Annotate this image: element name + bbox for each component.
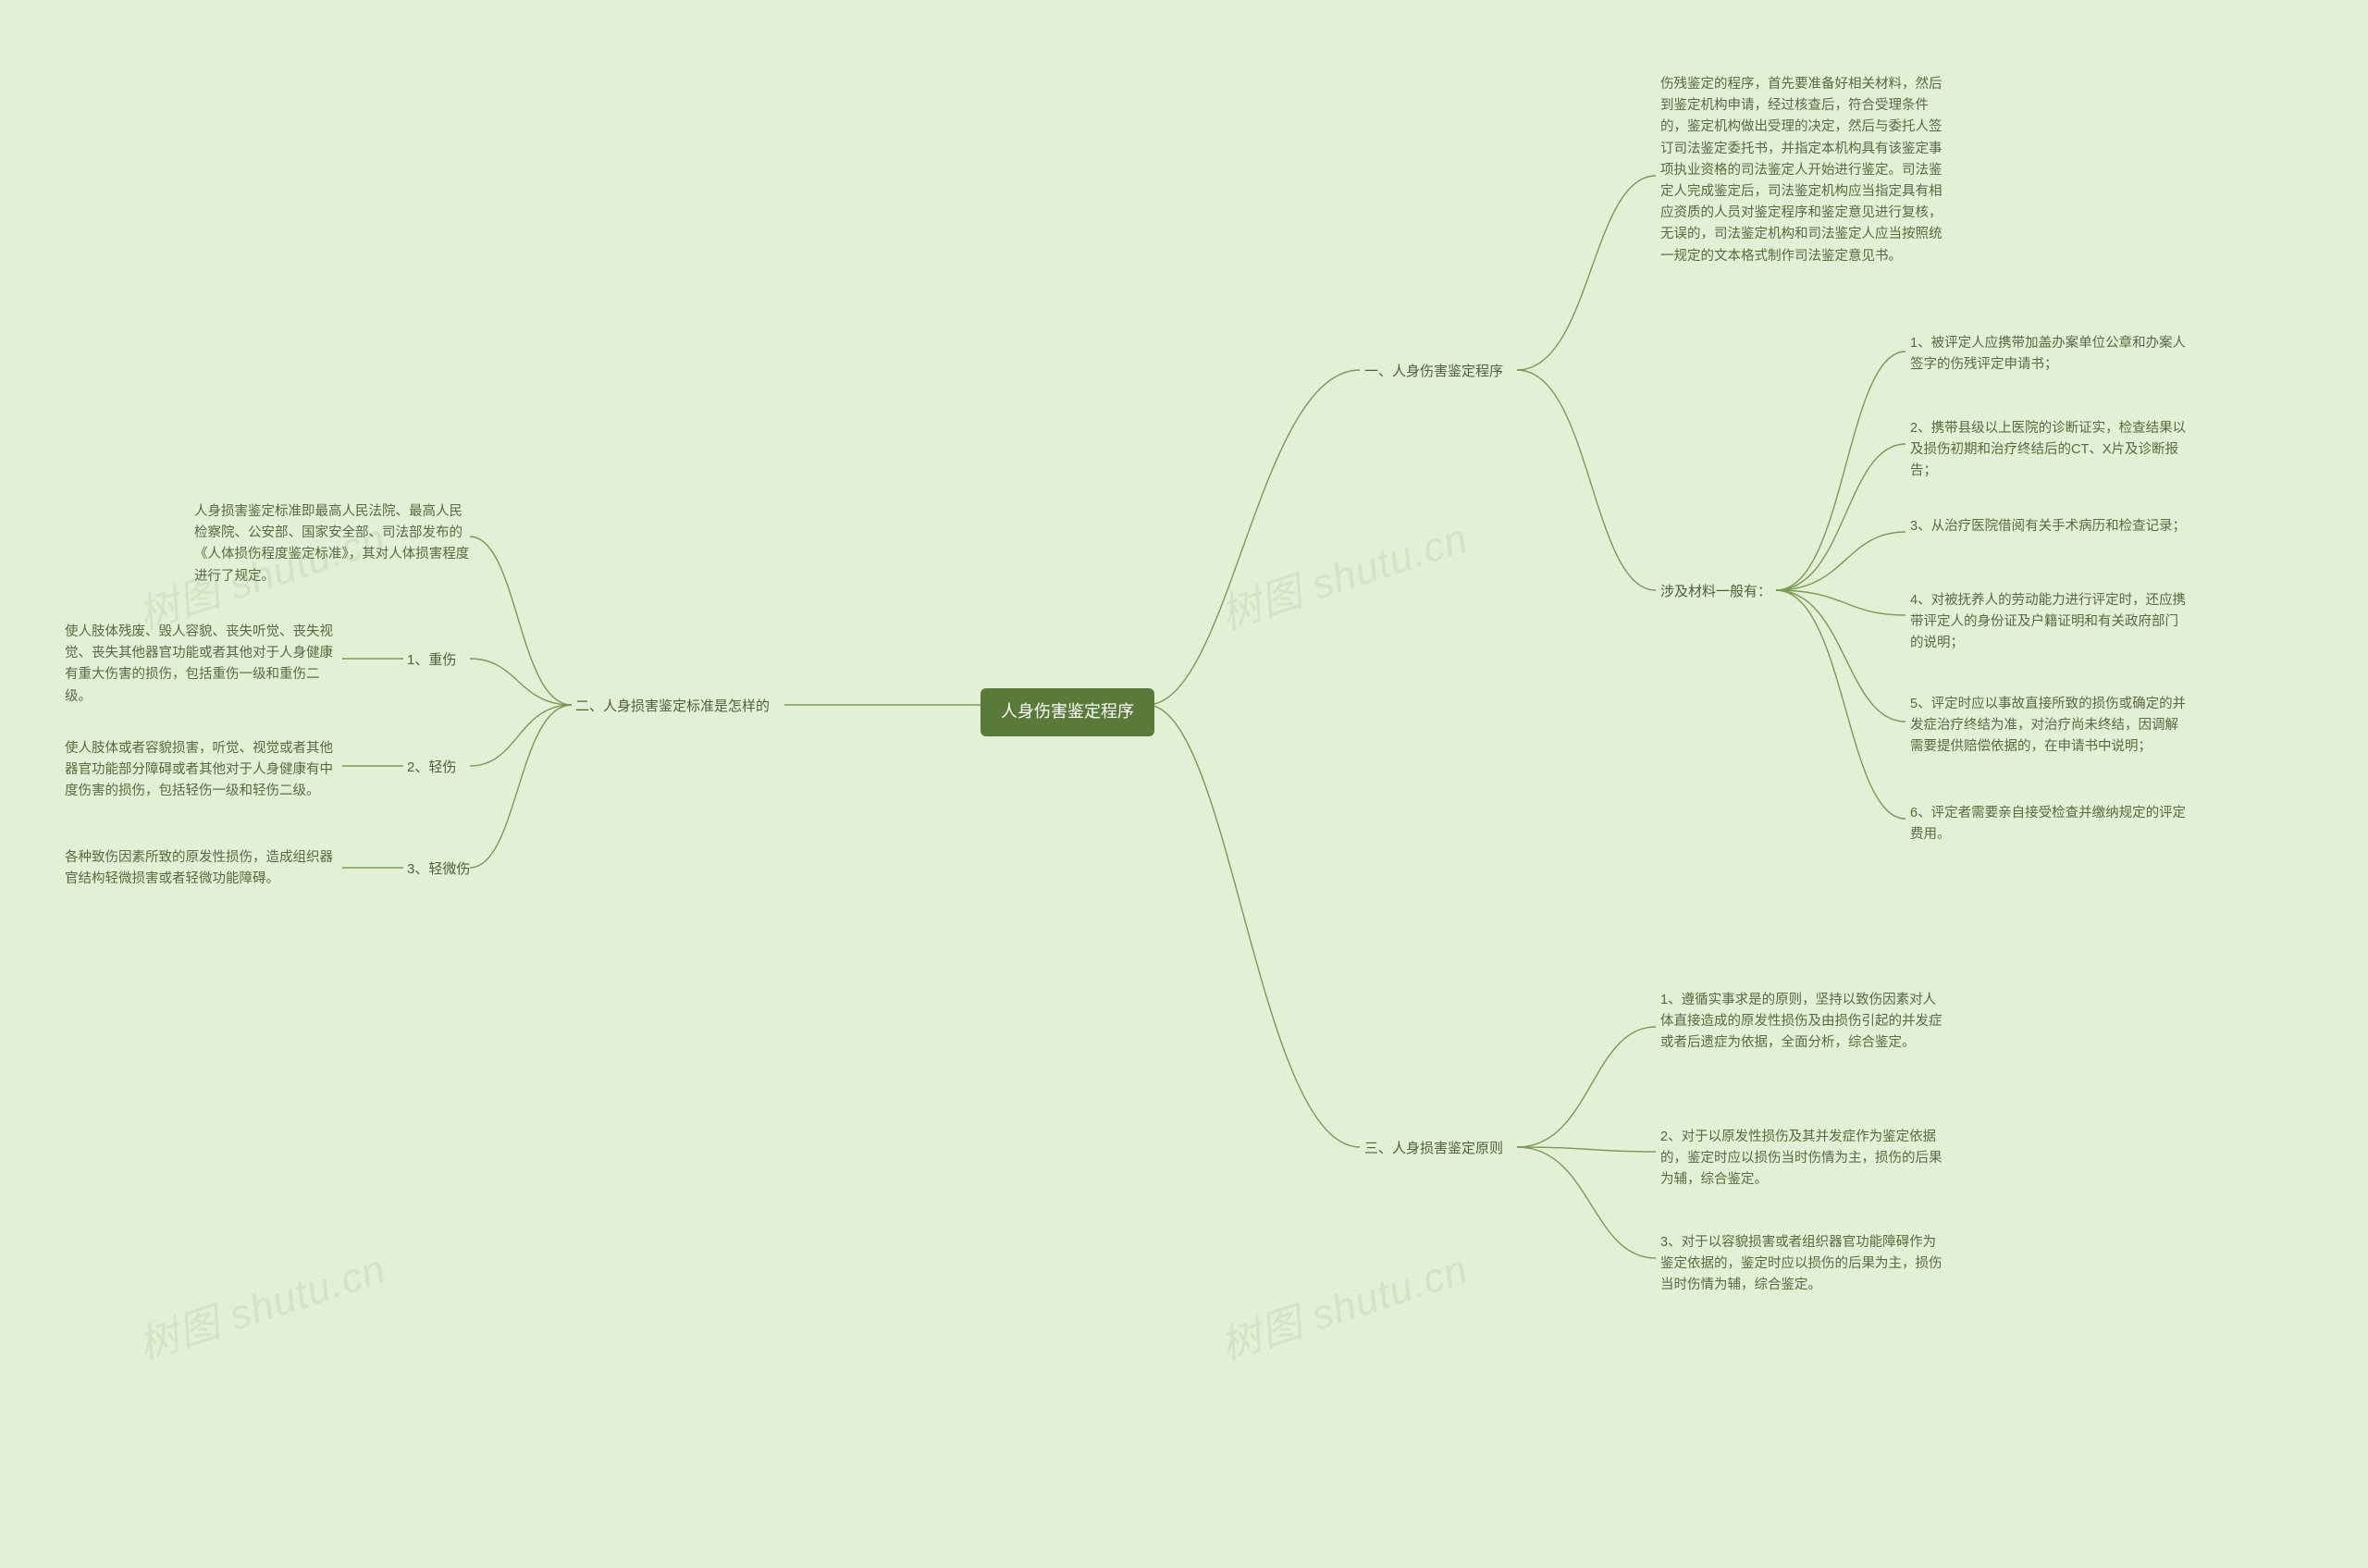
principle-item-3: 3、对于以容貌损害或者组织器官功能障碍作为鉴定依据的，鉴定时应以损伤的后果为主，… xyxy=(1660,1232,1949,1297)
watermark-2: 树图 shutu.cn xyxy=(1212,505,1474,641)
center-text: 人身伤害鉴定程序 xyxy=(1001,702,1134,721)
wm-domain-3: shutu.cn xyxy=(224,1246,391,1339)
material-item-5: 5、评定时应以事故直接所致的损伤或确定的并发症治疗终结为准，对治疗尚未终结，因调… xyxy=(1910,694,2188,759)
branch-2-item-2-text: 使人肢体或者容貌损害，听觉、视觉或者其他器官功能部分障碍或者其他对于人身健康有中… xyxy=(65,738,342,803)
principle-2-text: 2、对于以原发性损伤及其并发症作为鉴定依据的，鉴定时应以损伤当时伤情为主，损伤的… xyxy=(1660,1130,1942,1187)
branch-1-intro-text: 伤残鉴定的程序，首先要准备好相关材料，然后到鉴定机构申请，经过核查后，符合受理条… xyxy=(1660,77,1942,264)
b2-i2-label: 2、轻伤 xyxy=(407,759,456,775)
branch-2-item-1-text: 使人肢体残废、毁人容貌、丧失听觉、丧失视觉、丧失其他器官功能或者其他对于人身健康… xyxy=(65,622,342,708)
wm-domain-2: shutu.cn xyxy=(1306,515,1474,608)
wm-prefix-4: 树图 xyxy=(1215,1296,1320,1369)
watermark-4: 树图 shutu.cn xyxy=(1212,1236,1474,1372)
material-item-4: 4、对被抚养人的劳动能力进行评定时，还应携带评定人的身份证及户籍证明和有关政府部… xyxy=(1910,590,2188,655)
principle-1-text: 1、遵循实事求是的原则，坚持以致伤因素对人体直接造成的原发性损伤及由损伤引起的并… xyxy=(1660,993,1942,1050)
branch-2-item-1-label: 1、重伤 xyxy=(407,649,456,671)
branch-3-label-text: 三、人身损害鉴定原则 xyxy=(1364,1141,1503,1156)
material-item-2: 2、携带县级以上医院的诊断证实，检查结果以及损伤初期和治疗终结后的CT、X片及诊… xyxy=(1910,418,2188,483)
b2-i3-label: 3、轻微伤 xyxy=(407,861,470,877)
b2-i3-text: 各种致伤因素所致的原发性损伤，造成组织器官结构轻微损害或者轻微功能障碍。 xyxy=(65,850,333,886)
materials-label-text: 涉及材料一般有： xyxy=(1660,584,1771,599)
branch-1-intro: 伤残鉴定的程序，首先要准备好相关材料，然后到鉴定机构申请，经过核查后，符合受理条… xyxy=(1660,74,1949,267)
branch-2-label-text: 二、人身损害鉴定标准是怎样的 xyxy=(575,698,770,714)
material-item-3: 3、从治疗医院借阅有关手术病历和检查记录； xyxy=(1910,516,2188,537)
branch-1-label: 一、人身伤害鉴定程序 xyxy=(1364,361,1503,382)
material-item-6: 6、评定者需要亲自接受检查并缴纳规定的评定费用。 xyxy=(1910,803,2188,846)
branch-3-label: 三、人身损害鉴定原则 xyxy=(1364,1138,1503,1159)
b2-i1-text: 使人肢体残废、毁人容貌、丧失听觉、丧失视觉、丧失其他器官功能或者其他对于人身健康… xyxy=(65,624,333,704)
branch-2-intro-text: 人身损害鉴定标准即最高人民法院、最高人民检察院、公安部、国家安全部、司法部发布的… xyxy=(194,504,469,584)
b2-i1-label: 1、重伤 xyxy=(407,652,456,668)
material-item-1: 1、被评定人应携带加盖办案单位公章和办案人签字的伤残评定申请书； xyxy=(1910,333,2188,376)
principle-item-1: 1、遵循实事求是的原则，坚持以致伤因素对人体直接造成的原发性损伤及由损伤引起的并… xyxy=(1660,990,1949,1055)
material-3-text: 3、从治疗医院借阅有关手术病历和检查记录； xyxy=(1910,519,2186,534)
branch-2-item-3-text: 各种致伤因素所致的原发性损伤，造成组织器官结构轻微损害或者轻微功能障碍。 xyxy=(65,847,342,890)
material-5-text: 5、评定时应以事故直接所致的损伤或确定的并发症治疗终结为准，对治疗尚未终结，因调… xyxy=(1910,697,2186,754)
branch-1-label-text: 一、人身伤害鉴定程序 xyxy=(1364,364,1503,379)
branch-2-intro: 人身损害鉴定标准即最高人民法院、最高人民检察院、公安部、国家安全部、司法部发布的… xyxy=(194,501,470,587)
wm-prefix-2: 树图 xyxy=(1215,565,1320,638)
branch-2-item-3-label: 3、轻微伤 xyxy=(407,858,470,880)
branch-1-materials-label: 涉及材料一般有： xyxy=(1660,581,1771,602)
watermark-3: 树图 shutu.cn xyxy=(130,1236,392,1372)
branch-2-item-2-label: 2、轻伤 xyxy=(407,757,456,778)
material-2-text: 2、携带县级以上医院的诊断证实，检查结果以及损伤初期和治疗终结后的CT、X片及诊… xyxy=(1910,421,2186,478)
principle-3-text: 3、对于以容貌损害或者组织器官功能障碍作为鉴定依据的，鉴定时应以损伤的后果为主，… xyxy=(1660,1235,1942,1292)
connector-lines xyxy=(0,0,2368,1568)
material-6-text: 6、评定者需要亲自接受检查并缴纳规定的评定费用。 xyxy=(1910,806,2186,842)
material-1-text: 1、被评定人应携带加盖办案单位公章和办案人签字的伤残评定申请书； xyxy=(1910,336,2186,372)
wm-domain-4: shutu.cn xyxy=(1306,1246,1474,1339)
center-node: 人身伤害鉴定程序 xyxy=(980,688,1154,736)
wm-prefix-3: 树图 xyxy=(133,1296,238,1369)
material-4-text: 4、对被抚养人的劳动能力进行评定时，还应携带评定人的身份证及户籍证明和有关政府部… xyxy=(1910,593,2186,650)
b2-i2-text: 使人肢体或者容貌损害，听觉、视觉或者其他器官功能部分障碍或者其他对于人身健康有中… xyxy=(65,741,333,798)
principle-item-2: 2、对于以原发性损伤及其并发症作为鉴定依据的，鉴定时应以损伤当时伤情为主，损伤的… xyxy=(1660,1127,1949,1191)
branch-2-label: 二、人身损害鉴定标准是怎样的 xyxy=(575,696,770,717)
